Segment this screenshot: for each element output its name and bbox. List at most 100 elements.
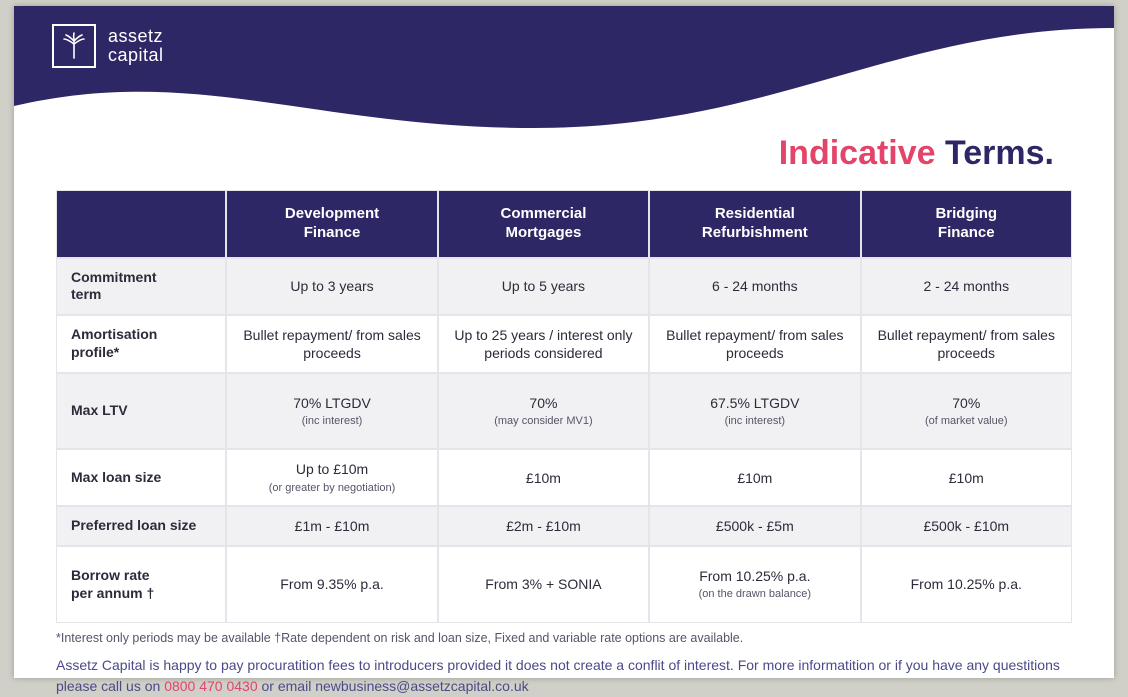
table-cell: Bullet repayment/ from sales proceeds xyxy=(649,315,860,373)
cell-main: Up to 25 years / interest only periods c… xyxy=(449,326,638,362)
cell-main: Up to 3 years xyxy=(237,277,426,295)
table-cell: Up to 3 years xyxy=(226,258,437,315)
table-cell: From 10.25% p.a. xyxy=(861,546,1072,623)
cell-main: £2m - £10m xyxy=(449,517,638,535)
cell-sub: (inc interest) xyxy=(237,414,426,428)
cell-main: 6 - 24 months xyxy=(660,277,849,295)
cell-main: From 10.25% p.a. xyxy=(660,567,849,585)
row-label-line2: per annum † xyxy=(71,585,154,601)
table-cell: £1m - £10m xyxy=(226,506,437,546)
table-header: Commercial Mortgages xyxy=(438,190,649,258)
row-label-line1: Max loan size xyxy=(71,469,161,485)
page-title: Indicative Terms. xyxy=(779,134,1054,173)
brand-logo-mark xyxy=(52,24,96,68)
table-cell: Up to £10m (or greater by negotiation) xyxy=(226,449,437,505)
cell-main: Up to £10m xyxy=(237,460,426,478)
table-header: Development Finance xyxy=(226,190,437,258)
table-head: Development Finance Commercial Mortgages Res… xyxy=(56,190,1072,258)
table-cell: 70% (of market value) xyxy=(861,373,1072,449)
cell-main: Bullet repayment/ from sales proceeds xyxy=(660,326,849,362)
table-cell: £2m - £10m xyxy=(438,506,649,546)
cell-main: From 10.25% p.a. xyxy=(872,575,1061,593)
contact-blurb: Assetz Capital is happy to pay procurati… xyxy=(56,655,1072,697)
terms-table: Development Finance Commercial Mortgages Res… xyxy=(56,190,1072,623)
col-line1: Development xyxy=(285,205,379,222)
table-cell: £10m xyxy=(649,449,860,505)
col-line1: Commercial xyxy=(501,205,587,222)
table-cell: From 9.35% p.a. xyxy=(226,546,437,623)
cell-sub: (on the drawn balance) xyxy=(660,587,849,601)
table-cell: 70% (may consider MV1) xyxy=(438,373,649,449)
table-cell: £500k - £5m xyxy=(649,506,860,546)
brand-line2: capital xyxy=(108,46,164,65)
header-wave xyxy=(14,6,1114,146)
row-label-line1: Preferred loan size xyxy=(71,517,196,533)
cell-main: Bullet repayment/ from sales proceeds xyxy=(237,326,426,362)
table-cell: From 3% + SONIA xyxy=(438,546,649,623)
col-line2: Finance xyxy=(304,224,361,241)
table-cell: 2 - 24 months xyxy=(861,258,1072,315)
table-cell: Bullet repayment/ from sales proceeds xyxy=(226,315,437,373)
cell-sub: (may consider MV1) xyxy=(449,414,638,428)
row-label-line2: term xyxy=(71,286,101,302)
brand-line1: assetz xyxy=(108,27,164,46)
cell-sub: (or greater by negotiation) xyxy=(237,481,426,495)
cell-main: 70% LTGDV xyxy=(237,394,426,412)
row-label-line1: Commitment xyxy=(71,269,157,285)
footnote: *Interest only periods may be available … xyxy=(56,631,1072,645)
row-label: Max LTV xyxy=(56,373,226,449)
row-label: Amortisation profile* xyxy=(56,315,226,373)
table-cell: £10m xyxy=(861,449,1072,505)
brand-logo: assetz capital xyxy=(52,24,164,68)
table-body: Commitmentterm Up to 3 years Up to 5 years… xyxy=(56,258,1072,624)
table-cell: Up to 25 years / interest only periods c… xyxy=(438,315,649,373)
title-part1: Indicative xyxy=(779,134,936,172)
page: assetz capital Indicative Terms. Develop… xyxy=(14,6,1114,678)
row-label: Max loan size xyxy=(56,449,226,505)
cell-main: 2 - 24 months xyxy=(872,277,1061,295)
table-cell: 6 - 24 months xyxy=(649,258,860,315)
col-line2: Refurbishment xyxy=(702,224,808,241)
cell-main: £500k - £5m xyxy=(660,517,849,535)
col-line1: Residential xyxy=(715,205,795,222)
row-label: Preferred loan size xyxy=(56,506,226,546)
table-cell: 70% LTGDV (inc interest) xyxy=(226,373,437,449)
cell-main: From 3% + SONIA xyxy=(449,575,638,593)
cell-sub: (inc interest) xyxy=(660,414,849,428)
row-label-line1: Borrow rate xyxy=(71,567,150,583)
row-label-line2: profile* xyxy=(71,344,119,360)
cell-main: From 9.35% p.a. xyxy=(237,575,426,593)
cell-main: £1m - £10m xyxy=(237,517,426,535)
cell-sub: (of market value) xyxy=(872,414,1061,428)
col-line2: Finance xyxy=(938,224,995,241)
cell-main: £10m xyxy=(872,469,1061,487)
col-line1: Bridging xyxy=(935,205,997,222)
cell-main: £10m xyxy=(660,469,849,487)
row-label-line1: Amortisation xyxy=(71,326,157,342)
col-line2: Mortgages xyxy=(506,224,582,241)
blurb-after: or email newbusiness@assetzcapital.co.uk xyxy=(258,678,529,694)
cell-main: 70% xyxy=(449,394,638,412)
content: Development Finance Commercial Mortgages Res… xyxy=(56,190,1072,697)
cell-main: 70% xyxy=(872,394,1061,412)
row-label: Borrow rate per annum † xyxy=(56,546,226,623)
row-label-line1: Max LTV xyxy=(71,402,128,418)
table-cell: 67.5% LTGDV (inc interest) xyxy=(649,373,860,449)
table-cell: From 10.25% p.a. (on the drawn balance) xyxy=(649,546,860,623)
cell-main: £500k - £10m xyxy=(872,517,1061,535)
row-label: Commitmentterm xyxy=(56,258,226,315)
table-cell: £500k - £10m xyxy=(861,506,1072,546)
cell-main: Bullet repayment/ from sales proceeds xyxy=(872,326,1061,362)
table-cell: £10m xyxy=(438,449,649,505)
table-cell: Up to 5 years xyxy=(438,258,649,315)
cell-main: 67.5% LTGDV xyxy=(660,394,849,412)
cell-main: £10m xyxy=(449,469,638,487)
title-part2: Terms. xyxy=(936,134,1054,172)
table-cell: Bullet repayment/ from sales proceeds xyxy=(861,315,1072,373)
tree-icon xyxy=(60,32,88,60)
table-header: Residential Refurbishment xyxy=(649,190,860,258)
cell-main: Up to 5 years xyxy=(449,277,638,295)
brand-logo-text: assetz capital xyxy=(108,27,164,65)
blurb-phone: 0800 470 0430 xyxy=(164,678,257,694)
table-header-blank xyxy=(56,190,226,258)
